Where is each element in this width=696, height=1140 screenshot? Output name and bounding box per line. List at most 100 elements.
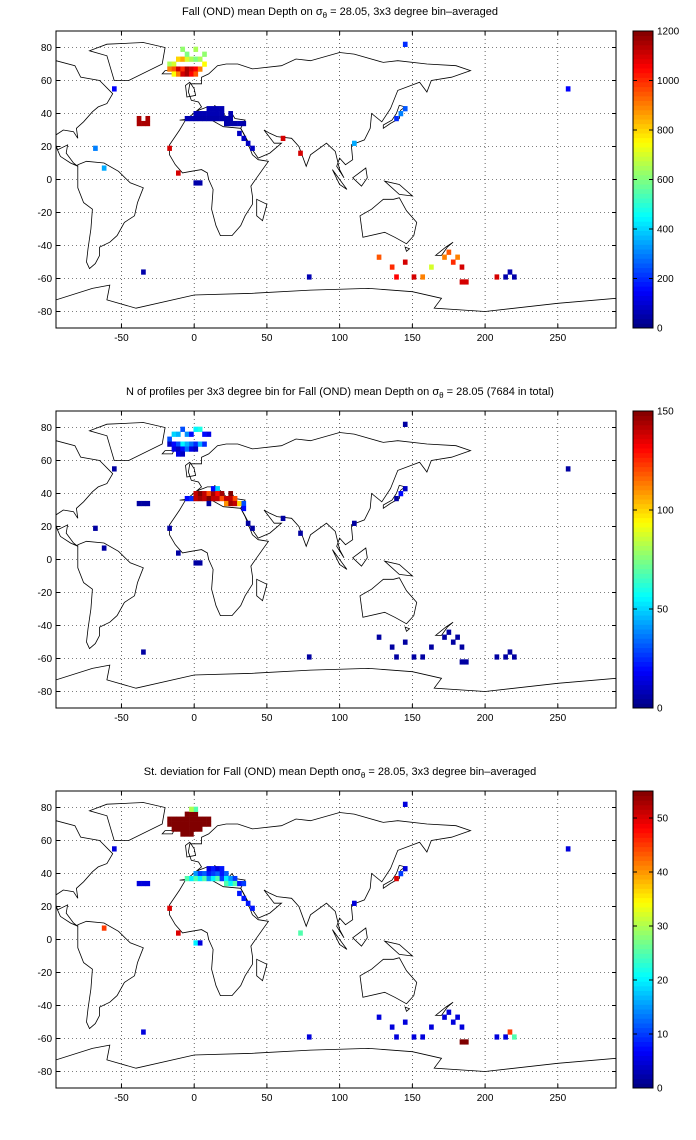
data-bin [507, 649, 513, 655]
data-bin [215, 866, 220, 872]
y-tick-label: -20 [38, 208, 53, 219]
colorbar-segment [633, 666, 653, 672]
coastline [55, 664, 617, 709]
data-bin [101, 165, 107, 171]
data-bin [193, 71, 199, 77]
data-bin [176, 56, 181, 62]
data-bin [420, 274, 426, 280]
data-bin [197, 111, 203, 117]
data-bin [141, 120, 146, 127]
colorbar-segment [633, 68, 653, 74]
data-bin [189, 441, 194, 447]
data-bin [202, 61, 207, 67]
data-bin [193, 446, 199, 452]
data-bin [402, 866, 408, 872]
y-tick-label: -60 [38, 1034, 53, 1045]
data-bin [112, 846, 117, 852]
data-bin [197, 56, 203, 62]
data-bin [176, 71, 181, 77]
coastline [55, 284, 617, 329]
data-bin [197, 66, 203, 72]
colorbar-segment [633, 647, 653, 653]
data-bin [197, 115, 203, 122]
colorbar-segment [633, 114, 653, 120]
colorbar-segment [633, 499, 653, 505]
colorbar-segment [633, 411, 653, 417]
colorbar-segment [633, 633, 653, 639]
colorbar-segment [633, 466, 653, 472]
colorbar-segment [633, 573, 653, 579]
coastline [352, 547, 368, 567]
y-tick-label: -40 [38, 621, 53, 632]
colorbar-segment [633, 902, 653, 908]
data-bin [184, 875, 190, 882]
colorbar-segment [633, 605, 653, 611]
colorbar-segment [633, 508, 653, 514]
data-bin [298, 930, 303, 936]
colorbar-segment [633, 86, 653, 92]
y-tick-label: -20 [38, 968, 53, 979]
data-bin [224, 115, 229, 122]
data-bin [446, 629, 452, 635]
y-tick-label: 20 [41, 522, 53, 533]
colorbar-segment [633, 670, 653, 676]
data-bin [455, 1014, 460, 1020]
colorbar-segment [633, 31, 653, 37]
data-bin [232, 495, 238, 502]
data-bin [193, 426, 199, 432]
data-bin [184, 826, 190, 832]
colorbar-segment [633, 415, 653, 421]
colorbar-segment [633, 1041, 653, 1047]
data-bin [189, 431, 194, 437]
data-bin [232, 880, 238, 887]
data-bin [189, 831, 194, 837]
colorbar-segment [633, 981, 653, 987]
data-bin [394, 115, 399, 122]
colorbar-segment [633, 1004, 653, 1010]
colorbar-segment [633, 911, 653, 917]
colorbar-segment [633, 304, 653, 310]
data-bin [197, 871, 203, 877]
data-bin [389, 1024, 395, 1030]
data-bin [180, 826, 186, 832]
data-bin [202, 441, 207, 447]
colorbar-segment [633, 429, 653, 435]
data-bin [398, 871, 404, 877]
coastline [179, 432, 472, 559]
colorbar-segment [633, 1018, 653, 1024]
data-bin [219, 871, 225, 877]
colorbar-segment [633, 457, 653, 463]
data-bin [206, 495, 212, 502]
colorbar-segment [633, 869, 653, 875]
data-bin [180, 46, 186, 52]
colorbar-segment [633, 1013, 653, 1019]
colorbar-segment [633, 990, 653, 996]
colorbar-segment [633, 578, 653, 584]
coastline [332, 549, 348, 570]
colorbar-segment [633, 63, 653, 69]
colorbar-segment [633, 925, 653, 931]
data-bin [202, 111, 207, 117]
colorbar-segment [633, 582, 653, 588]
data-bin [245, 520, 251, 526]
colorbar-segment [633, 920, 653, 926]
data-bin [180, 441, 186, 447]
data-bin [237, 130, 242, 137]
data-bin [459, 279, 465, 285]
data-bin [180, 446, 186, 452]
colorbar-segment [633, 948, 653, 954]
data-bin [171, 826, 177, 832]
data-bin [503, 654, 508, 660]
colorbar-segment [633, 443, 653, 449]
colorbar-segment [633, 300, 653, 306]
data-bin [210, 866, 216, 872]
x-tick-label: 50 [261, 1093, 273, 1104]
data-bin [193, 115, 199, 122]
y-tick-label: -80 [38, 1067, 53, 1078]
colorbar-segment [633, 842, 653, 848]
data-bin [171, 816, 177, 822]
data-bin [280, 135, 286, 142]
grid [56, 411, 616, 708]
data-bin [298, 150, 303, 156]
data-bin [398, 491, 404, 497]
